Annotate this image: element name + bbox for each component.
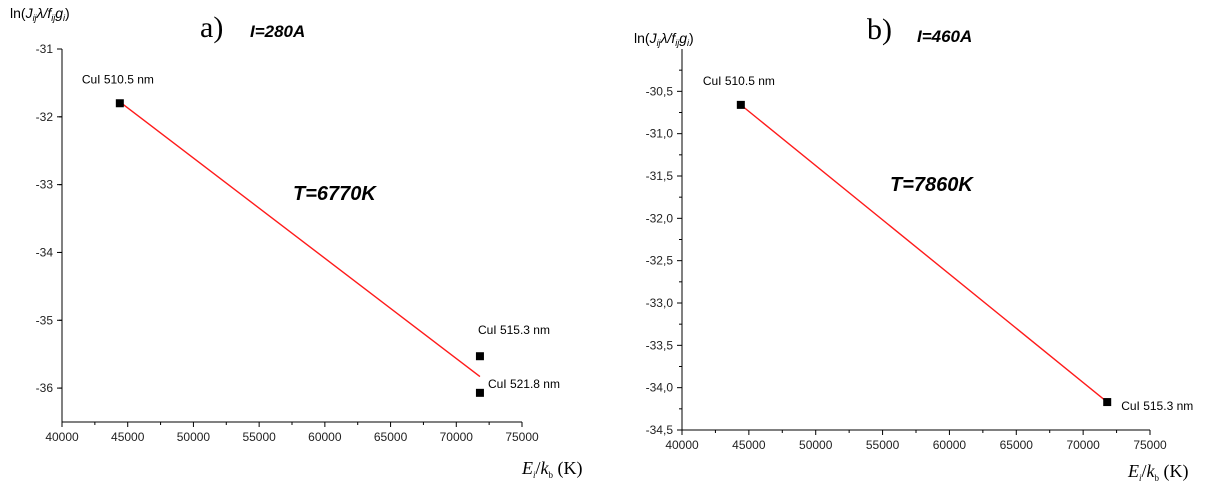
y-tick-label: -31	[36, 42, 54, 56]
y-tick-label: -33	[36, 178, 54, 192]
y-tick-label: -32	[36, 110, 54, 124]
y-tick-label: -31,5	[646, 169, 674, 183]
current-label: I=280A	[250, 22, 305, 41]
y-tick-label: -32,5	[646, 254, 674, 268]
point-label: CuI 510.5 nm	[82, 72, 154, 86]
point-label: CuI 521.8 nm	[488, 377, 560, 391]
x-tick-label: 40000	[665, 438, 699, 452]
panel-label: b)	[867, 13, 892, 46]
x-axis-label: Ei/kb (K)	[1127, 461, 1189, 483]
data-point	[475, 352, 484, 361]
x-tick-label: 60000	[933, 438, 967, 452]
data-point	[1103, 398, 1112, 407]
x-tick-label: 60000	[308, 430, 342, 444]
x-tick-label: 45000	[111, 430, 145, 444]
data-point	[736, 100, 745, 109]
x-tick-label: 50000	[799, 438, 833, 452]
y-tick-label: -30,5	[646, 84, 674, 98]
x-tick-label: 55000	[866, 438, 900, 452]
y-axis-label: ln(Jijλ/fijgi)	[634, 30, 694, 48]
y-tick-label: -36	[36, 381, 54, 395]
x-tick-label: 70000	[440, 430, 474, 444]
y-tick-label: -34,5	[646, 423, 674, 437]
x-tick-label: 50000	[177, 430, 211, 444]
temperature-label: T=7860K	[890, 174, 974, 196]
y-tick-label: -33,5	[646, 338, 674, 352]
y-tick-label: -32,0	[646, 211, 674, 225]
data-point	[115, 99, 124, 108]
x-tick-label: 65000	[1000, 438, 1034, 452]
y-tick-label: -34	[36, 245, 54, 259]
y-tick-label: -35	[36, 313, 54, 327]
temperature-label: T=6770K	[293, 183, 377, 205]
x-tick-label: 75000	[1133, 438, 1167, 452]
y-tick-label: -33,0	[646, 296, 674, 310]
y-tick-label: -34,0	[646, 381, 674, 395]
point-label: CuI 515.3 nm	[478, 323, 550, 337]
x-tick-label: 55000	[242, 430, 276, 444]
chart-panel-a: 40000 45000 50000 55000 60000 65000 70000 75000…	[10, 5, 583, 480]
x-tick-label: 45000	[732, 438, 766, 452]
x-tick-label: 75000	[505, 430, 539, 444]
y-axis-label: ln(Jijλ/fijgi)	[10, 5, 70, 23]
current-label: I=460A	[917, 27, 972, 46]
x-tick-label: 70000	[1066, 438, 1100, 452]
data-point	[475, 388, 484, 397]
fit-line	[119, 101, 481, 378]
chart-panel-b: 40000 45000 50000 55000 60000 65000 70000 75000…	[634, 13, 1193, 483]
x-tick-label: 65000	[374, 430, 408, 444]
fit-line	[740, 104, 1108, 403]
point-label: CuI 515.3 nm	[1121, 399, 1193, 413]
y-tick-label: -31,0	[646, 127, 674, 141]
panel-label: a)	[200, 11, 223, 44]
point-label: CuI 510.5 nm	[703, 74, 775, 88]
x-axis-label: Ei/kb (K)	[521, 458, 583, 480]
x-tick-label: 40000	[45, 430, 79, 444]
